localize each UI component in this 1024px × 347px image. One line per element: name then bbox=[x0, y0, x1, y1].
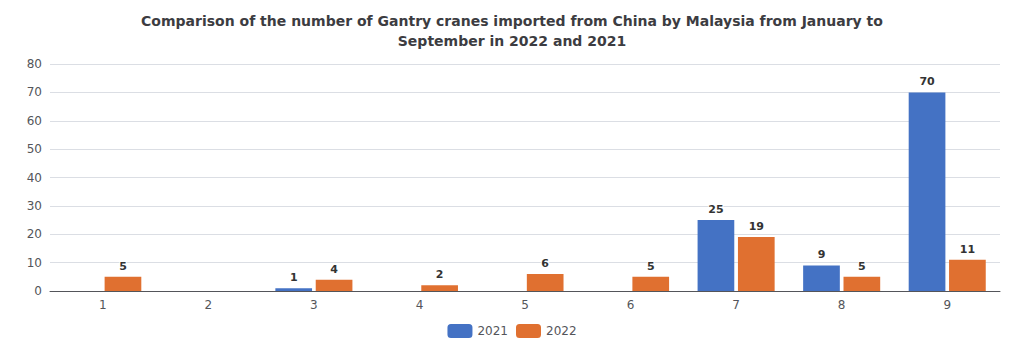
svg-text:Comparison of the number of Ga: Comparison of the number of Gantry crane… bbox=[141, 13, 883, 29]
svg-text:6: 6 bbox=[627, 298, 635, 312]
svg-text:19: 19 bbox=[749, 220, 764, 233]
svg-text:9: 9 bbox=[818, 248, 826, 261]
svg-text:40: 40 bbox=[27, 171, 42, 185]
svg-text:8: 8 bbox=[838, 298, 846, 312]
svg-text:2: 2 bbox=[436, 268, 444, 281]
svg-text:September in 2022 and 2021: September in 2022 and 2021 bbox=[398, 33, 626, 49]
svg-text:10: 10 bbox=[27, 256, 42, 270]
svg-text:4: 4 bbox=[416, 298, 424, 312]
svg-text:2021: 2021 bbox=[477, 324, 508, 338]
svg-text:5: 5 bbox=[858, 260, 866, 273]
svg-text:60: 60 bbox=[27, 114, 42, 128]
svg-text:0: 0 bbox=[34, 284, 42, 298]
svg-text:70: 70 bbox=[919, 75, 935, 88]
svg-text:9: 9 bbox=[943, 298, 951, 312]
svg-text:3: 3 bbox=[310, 298, 318, 312]
svg-text:20: 20 bbox=[27, 227, 42, 241]
svg-text:2022: 2022 bbox=[546, 324, 577, 338]
svg-text:25: 25 bbox=[708, 203, 723, 216]
svg-text:4: 4 bbox=[330, 263, 338, 276]
svg-text:1: 1 bbox=[290, 271, 298, 284]
svg-text:1: 1 bbox=[99, 298, 107, 312]
svg-text:11: 11 bbox=[960, 243, 975, 256]
svg-text:5: 5 bbox=[119, 260, 127, 273]
svg-text:5: 5 bbox=[647, 260, 655, 273]
svg-text:7: 7 bbox=[732, 298, 740, 312]
svg-text:5: 5 bbox=[521, 298, 529, 312]
svg-text:70: 70 bbox=[27, 85, 42, 99]
svg-text:80: 80 bbox=[27, 57, 42, 71]
svg-text:30: 30 bbox=[27, 199, 42, 213]
svg-text:2: 2 bbox=[205, 298, 213, 312]
svg-text:6: 6 bbox=[541, 257, 549, 270]
svg-text:50: 50 bbox=[27, 142, 42, 156]
